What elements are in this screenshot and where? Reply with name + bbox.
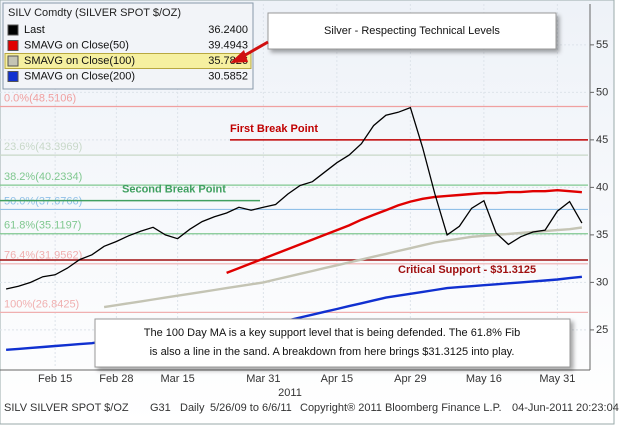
footer-text: G31 [150, 402, 171, 414]
legend-highlight [4, 53, 252, 69]
footer-text: Copyright® 2011 Bloomberg Finance L.P. [300, 402, 502, 414]
arrow-head [230, 50, 248, 63]
fib-label: 23.6%(43.3969) [4, 141, 82, 153]
legend-swatch [7, 71, 19, 82]
note-text: The 100 Day MA is a key support level th… [144, 327, 520, 339]
title-box [267, 12, 557, 50]
legend-label: SMAVG on Close(100) [24, 55, 135, 67]
legend-box [2, 2, 254, 90]
legend-swatch [7, 40, 19, 51]
footer-text: 04-Jun-2011 20:23:04 [512, 402, 619, 414]
overlay: SILV Comdty (SILVER SPOT $/OZ) Last 36.240… [2, 2, 619, 414]
fib-label: 38.2%(40.2334) [4, 171, 82, 183]
level-label: Second Break Point [122, 184, 226, 196]
y-tick-label: 50 [596, 86, 608, 98]
x-tick-label: May 16 [466, 373, 502, 385]
footer-text: SILVER SPOT $/OZ [30, 402, 129, 414]
footer-text: 5/26/09 to 6/6/11 [210, 402, 292, 414]
fib-label: 0.0%(48.5106) [4, 92, 76, 104]
fib-label: 61.8%(35.1197) [4, 220, 81, 232]
legend-value: 30.5852 [208, 70, 248, 82]
series-line [103, 226, 583, 309]
note-text: is also a line in the sand. A breakdown … [150, 346, 515, 358]
series-line [226, 188, 582, 275]
fib-label: 76.4%(31.9562) [4, 250, 82, 262]
legend-swatch [7, 24, 19, 36]
y-tick-label: 35 [596, 229, 608, 241]
y-tick-label: 25 [596, 324, 608, 336]
legend-value: 39.4943 [208, 39, 248, 51]
level-label: First Break Point [230, 123, 318, 135]
legend-label: SMAVG on Close(200) [24, 70, 135, 82]
x-tick-label: May 31 [539, 373, 575, 385]
fib-label: 100%(26.8425) [4, 298, 79, 310]
legend-title: SILV Comdty (SILVER SPOT $/OZ) [8, 7, 181, 19]
y-tick-label: 45 [596, 134, 608, 146]
level-label: Critical Support - $31.3125 [398, 264, 536, 276]
legend-label: SMAVG on Close(50) [24, 39, 129, 51]
y-tick-label: 30 [596, 276, 608, 288]
footer-text: Daily [180, 402, 205, 414]
legend-label: Last [24, 24, 45, 36]
x-tick-label: Mar 15 [161, 373, 195, 385]
chart-title: Silver - Respecting Technical Levels [324, 25, 500, 37]
note-box [94, 318, 571, 368]
x-tick-label: Feb 15 [38, 373, 72, 385]
x-tick-label: Feb 28 [99, 373, 133, 385]
legend-swatch [7, 55, 19, 67]
series-line [5, 106, 583, 290]
plot-area: 25 30 35 40 45 50 55 Feb 15 Feb 28 Mar 15 Mar 31 Ap… [0, 4, 608, 399]
x-tick-label: Mar 31 [246, 373, 280, 385]
x-year-label: 2011 [278, 387, 302, 399]
legend-value: 36.2400 [208, 24, 248, 36]
y-tick-label: 55 [596, 39, 608, 51]
x-tick-label: Apr 29 [394, 373, 426, 385]
footer-text: SILV [4, 402, 28, 414]
x-tick-label: Apr 15 [321, 373, 353, 385]
y-tick-label: 40 [596, 181, 608, 193]
